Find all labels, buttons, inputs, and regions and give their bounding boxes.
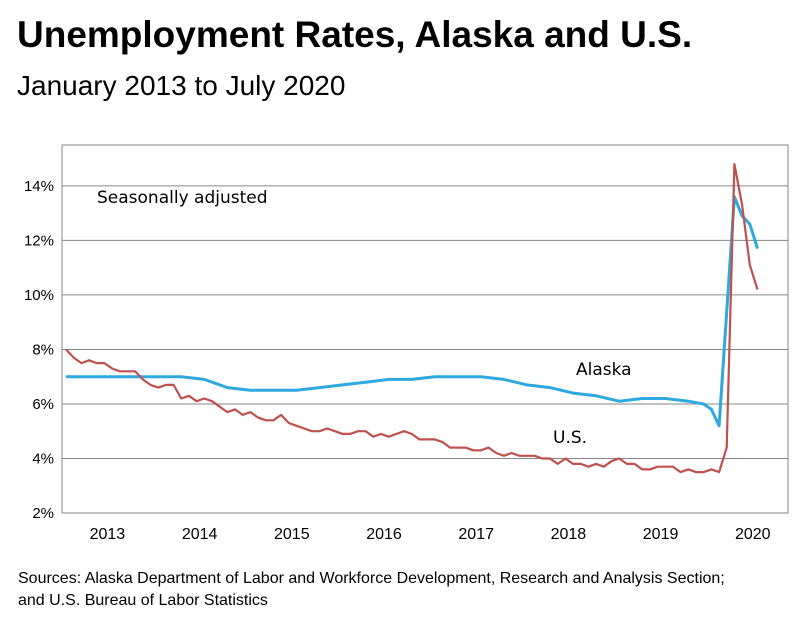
- x-tick-label: 2019: [643, 526, 679, 543]
- y-axis-ticks: 2% 4% 6% 8% 10% 12% 14%: [24, 178, 54, 522]
- series-lines: [65, 163, 759, 474]
- series-label-us: U.S.: [553, 428, 587, 448]
- sources-note: Sources: Alaska Department of Labor and …: [18, 570, 725, 609]
- series-line-us: [65, 163, 759, 474]
- x-tick-label: 2013: [90, 526, 126, 543]
- x-tick-label: 2020: [735, 526, 771, 543]
- y-tick-label: 6%: [32, 396, 54, 413]
- plot-area-frame: [61, 144, 789, 514]
- x-tick-label: 2015: [274, 526, 310, 543]
- y-tick-label: 4%: [32, 450, 54, 467]
- x-tick-label: 2014: [182, 526, 218, 543]
- x-tick-label: 2017: [458, 526, 494, 543]
- series-label-alaska: Alaska: [576, 360, 632, 380]
- chart-subtitle: January 2013 to July 2020: [17, 70, 346, 101]
- gridlines: [62, 185, 788, 459]
- chart-title: Unemployment Rates, Alaska and U.S.: [17, 14, 693, 55]
- line-chart: 2%4%6%8%10%12%14% 2013 2014 2015 2016 2017 20…: [24, 144, 789, 543]
- x-axis-ticks: 2013 2014 2015 2016 2017 2018 2019 2020: [90, 526, 771, 543]
- x-tick-label: 2018: [551, 526, 587, 543]
- y-tick-label: 2%: [32, 505, 54, 522]
- y-tick-label: 14%: [24, 178, 54, 195]
- y-tick-label: 10%: [24, 287, 54, 304]
- y-tick-label: 8%: [32, 341, 54, 358]
- seasonally-adjusted-note: Seasonally adjusted: [97, 188, 268, 208]
- x-tick-label: 2016: [366, 526, 402, 543]
- y-tick-label: 12%: [24, 232, 54, 249]
- series-line-alaska: [66, 195, 759, 428]
